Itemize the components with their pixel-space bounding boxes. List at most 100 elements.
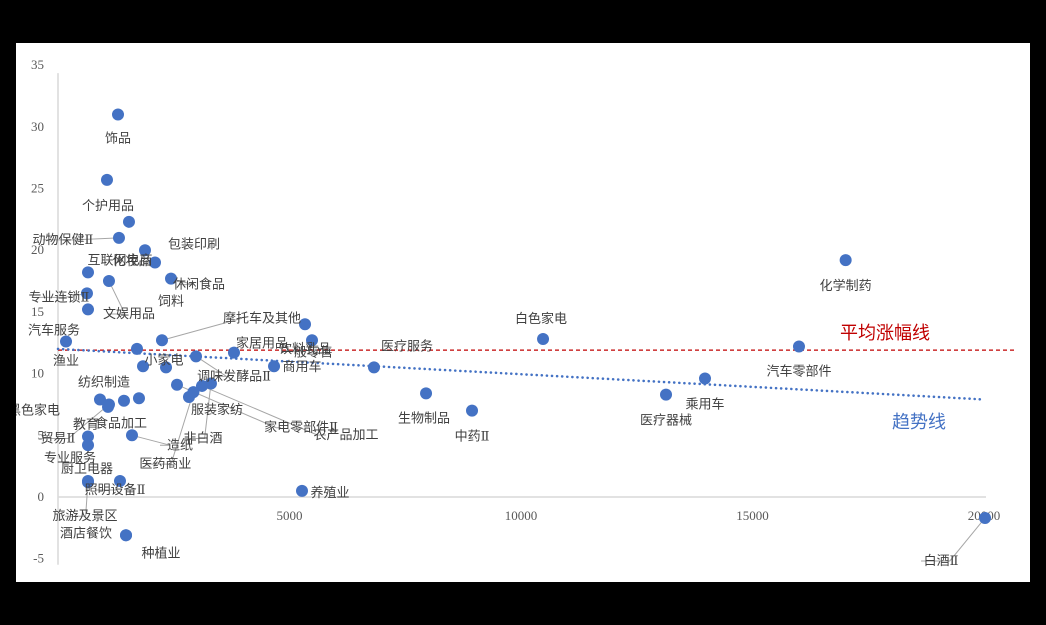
point-label: 汽车服务 (28, 323, 80, 339)
data-point[interactable] (80, 287, 93, 300)
x-tick-label: 5000 (277, 508, 303, 523)
y-tick-label: 15 (31, 304, 44, 319)
leader-line (38, 292, 88, 298)
point-label: 种植业 (142, 546, 181, 561)
point-label: 白酒Ⅱ (924, 553, 959, 569)
data-point[interactable] (82, 439, 95, 452)
point-label: 渔业 (53, 354, 79, 369)
point-label: 生物制品 (398, 411, 450, 426)
data-point[interactable] (130, 342, 143, 355)
axes: -5051015202530355000100001500020000 (31, 57, 1000, 566)
point-label: 农产品加工 (313, 428, 378, 443)
data-point[interactable] (60, 335, 73, 348)
data-point[interactable] (296, 484, 309, 497)
data-point[interactable] (160, 361, 173, 374)
leader-line (201, 385, 326, 436)
point-label: 专业连锁Ⅱ (29, 289, 90, 305)
data-point[interactable] (306, 334, 319, 347)
y-tick-label: 5 (38, 427, 45, 442)
leader-line (161, 317, 243, 341)
data-point[interactable] (195, 379, 208, 392)
data-point[interactable] (155, 334, 168, 347)
data-point[interactable] (839, 254, 852, 267)
data-point[interactable] (190, 350, 203, 363)
leader-line (145, 391, 194, 465)
data-point[interactable] (979, 511, 992, 524)
y-tick-label: 20 (31, 242, 44, 257)
data-point[interactable] (82, 303, 95, 316)
point-label: 厨卫电器 (61, 462, 113, 477)
y-tick-label: 25 (31, 181, 44, 196)
point-label: 一般零售 (281, 344, 333, 360)
point-label: 个护用品 (82, 199, 134, 214)
data-points (60, 108, 992, 542)
point-label: 纺织制造 (78, 375, 130, 390)
data-point[interactable] (204, 377, 217, 390)
data-point[interactable] (122, 215, 135, 228)
data-point[interactable] (698, 372, 711, 385)
point-label: 化学制药 (820, 278, 872, 294)
leader-line (131, 434, 171, 446)
point-label: 动物保健Ⅱ (33, 233, 94, 248)
leader-line (65, 482, 89, 517)
data-point[interactable] (93, 393, 106, 406)
point-label: 医疗器械 (640, 414, 692, 429)
data-point[interactable] (367, 361, 380, 374)
point-label: 黑色家电 (16, 403, 60, 419)
data-point[interactable] (660, 388, 673, 401)
scatter-chart: -5051015202530355000100001500020000 饰品个护… (16, 57, 1016, 569)
point-label: 互联网电商 (87, 253, 152, 268)
point-label: 酒店餐饮 (60, 525, 112, 541)
data-point[interactable] (120, 529, 133, 542)
data-point[interactable] (82, 430, 95, 443)
point-label: 照明设备Ⅱ (85, 482, 146, 498)
x-tick-label: 15000 (736, 508, 769, 523)
point-label: 乘用车 (685, 397, 724, 413)
trend-line (56, 347, 986, 401)
data-point[interactable] (537, 333, 550, 346)
data-point[interactable] (299, 318, 312, 331)
data-point[interactable] (82, 476, 95, 489)
leader-line (182, 383, 212, 439)
point-label: 饲料 (158, 294, 184, 309)
data-point[interactable] (102, 275, 115, 288)
point-label: 饰品 (105, 131, 131, 146)
point-label: 商用车 (283, 359, 322, 375)
point-label: 服装家纺 (191, 402, 243, 418)
data-point[interactable] (102, 398, 115, 411)
reference-lines (56, 347, 1016, 401)
leader-line (176, 384, 281, 429)
point-label: 养殖业 (310, 485, 349, 501)
data-point[interactable] (137, 360, 150, 373)
data-point[interactable] (132, 392, 145, 405)
y-tick-label: 0 (38, 489, 45, 504)
data-point[interactable] (170, 378, 183, 391)
data-point[interactable] (125, 429, 138, 442)
data-point[interactable] (268, 360, 281, 373)
leader-line (42, 237, 119, 241)
data-point[interactable] (112, 108, 125, 121)
data-point[interactable] (117, 394, 130, 407)
point-label: 家居用品 (236, 336, 288, 352)
point-label: 专业服务 (44, 450, 96, 466)
data-point[interactable] (165, 272, 178, 285)
data-point[interactable] (100, 173, 113, 186)
data-point[interactable] (82, 266, 95, 279)
point-label: 家电零部件Ⅱ (264, 420, 338, 436)
leader-line (37, 404, 110, 439)
leader-lines (37, 237, 986, 562)
y-tick-label: 30 (31, 119, 44, 134)
data-point[interactable] (138, 244, 151, 257)
point-label: 化妆品 (112, 254, 151, 269)
data-point[interactable] (792, 340, 805, 353)
data-point[interactable] (148, 256, 161, 269)
data-point[interactable] (466, 404, 479, 417)
point-label: 贸易Ⅱ (41, 431, 76, 446)
data-point[interactable] (113, 474, 126, 487)
data-point[interactable] (227, 346, 240, 359)
data-point[interactable] (112, 231, 125, 244)
data-point[interactable] (420, 387, 433, 400)
data-point[interactable] (187, 386, 200, 399)
point-label: 小家电 (145, 352, 184, 368)
